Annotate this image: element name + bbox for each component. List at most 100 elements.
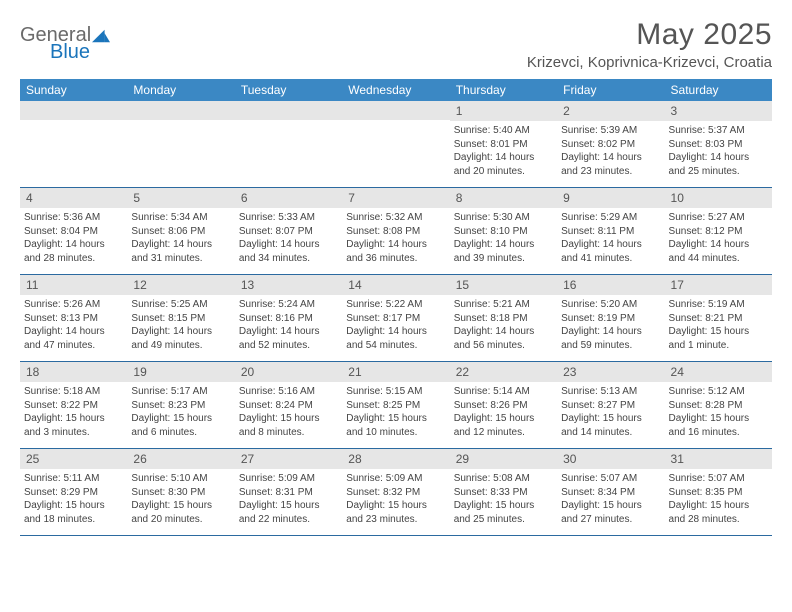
week-row: 25 Sunrise: 5:11 AMSunset: 8:29 PM Dayligh… — [20, 449, 772, 536]
day-number: 9 — [557, 188, 664, 208]
day-number: 3 — [665, 101, 772, 121]
weekday-monday: Monday — [127, 79, 234, 101]
weekday-tuesday: Tuesday — [235, 79, 342, 101]
daylight-line: Daylight: 14 hours and 39 minutes. — [454, 238, 553, 265]
day-cell-14: 14Sunrise: 5:22 AMSunset: 8:17 PMDayligh… — [342, 275, 449, 361]
day-cell-15: 15Sunrise: 5:21 AMSunset: 8:18 PMDayligh… — [450, 275, 557, 361]
sunrise-line: Sunrise: 5:10 AM — [131, 472, 230, 486]
daylight-line: Daylight: 14 hours and 44 minutes. — [669, 238, 768, 265]
day-number: 7 — [342, 188, 449, 208]
sunset-line: Sunset: 8:08 PM — [346, 225, 445, 239]
sunset-line: Sunset: 8:01 PM — [454, 138, 553, 152]
sunset-line: Sunset: 8:19 PM — [561, 312, 660, 326]
sunrise-line: Sunrise: 5:32 AM — [346, 211, 445, 225]
day-cell-12: 12Sunrise: 5:25 AMSunset: 8:15 PMDayligh… — [127, 275, 234, 361]
sunset-line: Sunset: 8:34 PM — [561, 486, 660, 500]
day-cell-empty — [127, 101, 234, 187]
daylight-line: Daylight: 14 hours and 25 minutes. — [669, 151, 768, 178]
sunrise-line: Sunrise: 5:12 AM — [669, 385, 768, 399]
sunset-line: Sunset: 8:27 PM — [561, 399, 660, 413]
day-cell-10: 10Sunrise: 5:27 AMSunset: 8:12 PMDayligh… — [665, 188, 772, 274]
weekday-saturday: Saturday — [665, 79, 772, 101]
sunrise-line: Sunrise: 5:34 AM — [131, 211, 230, 225]
day-cell-24: 24Sunrise: 5:12 AMSunset: 8:28 PMDayligh… — [665, 362, 772, 448]
daylight-line: Daylight: 14 hours and 28 minutes. — [24, 238, 123, 265]
daylight-line: Daylight: 14 hours and 20 minutes. — [454, 151, 553, 178]
day-number: 12 — [127, 275, 234, 295]
day-number: 28 — [342, 449, 449, 469]
sunrise-line: Sunrise: 5:07 AM — [669, 472, 768, 486]
day-cell-empty — [235, 101, 342, 187]
sunset-line: Sunset: 8:31 PM — [239, 486, 338, 500]
day-number: 26 — [127, 449, 234, 469]
daylight-line: Daylight: 15 hours and 27 minutes. — [561, 499, 660, 526]
day-number: 25 — [20, 449, 127, 469]
day-cell-27: 27 Sunrise: 5:09 AMSunset: 8:31 PMDayligh… — [235, 449, 342, 535]
day-number: 10 — [665, 188, 772, 208]
sunrise-line: Sunrise: 5:16 AM — [239, 385, 338, 399]
calendar: SundayMondayTuesdayWednesdayThursdayFrid… — [20, 79, 772, 536]
daylight-line: Daylight: 15 hours and 28 minutes. — [669, 499, 768, 526]
day-cell-8: 8Sunrise: 5:30 AMSunset: 8:10 PMDaylight… — [450, 188, 557, 274]
day-number — [20, 101, 127, 120]
sunrise-line: Sunrise: 5:29 AM — [561, 211, 660, 225]
sunrise-line: Sunrise: 5:11 AM — [24, 472, 123, 486]
day-cell-5: 5Sunrise: 5:34 AMSunset: 8:06 PMDaylight… — [127, 188, 234, 274]
week-row: 1Sunrise: 5:40 AMSunset: 8:01 PMDaylight… — [20, 101, 772, 188]
sunset-line: Sunset: 8:13 PM — [24, 312, 123, 326]
sunrise-line: Sunrise: 5:09 AM — [239, 472, 338, 486]
weekday-header: SundayMondayTuesdayWednesdayThursdayFrid… — [20, 79, 772, 101]
sunset-line: Sunset: 8:03 PM — [669, 138, 768, 152]
day-cell-31: 31Sunrise: 5:07 AMSunset: 8:35 PMDayligh… — [665, 449, 772, 535]
sunset-line: Sunset: 8:17 PM — [346, 312, 445, 326]
day-number: 18 — [20, 362, 127, 382]
day-number — [127, 101, 234, 120]
day-cell-21: 21Sunrise: 5:15 AMSunset: 8:25 PMDayligh… — [342, 362, 449, 448]
day-number: 1 — [450, 101, 557, 121]
sunset-line: Sunset: 8:26 PM — [454, 399, 553, 413]
sunrise-line: Sunrise: 5:40 AM — [454, 124, 553, 138]
sunset-line: Sunset: 8:02 PM — [561, 138, 660, 152]
day-number: 31 — [665, 449, 772, 469]
day-cell-30: 30Sunrise: 5:07 AMSunset: 8:34 PMDayligh… — [557, 449, 664, 535]
day-number: 15 — [450, 275, 557, 295]
title-block: May 2025 Krizevci, Koprivnica-Krizevci, … — [527, 18, 772, 71]
day-cell-4: 4Sunrise: 5:36 AMSunset: 8:04 PMDaylight… — [20, 188, 127, 274]
sunset-line: Sunset: 8:29 PM — [24, 486, 123, 500]
sunset-line: Sunset: 8:06 PM — [131, 225, 230, 239]
daylight-line: Daylight: 14 hours and 49 minutes. — [131, 325, 230, 352]
daylight-line: Daylight: 15 hours and 22 minutes. — [239, 499, 338, 526]
day-number: 4 — [20, 188, 127, 208]
day-cell-6: 6Sunrise: 5:33 AMSunset: 8:07 PMDaylight… — [235, 188, 342, 274]
daylight-line: Daylight: 14 hours and 36 minutes. — [346, 238, 445, 265]
day-number: 27 — [235, 449, 342, 469]
day-number: 14 — [342, 275, 449, 295]
weekday-friday: Friday — [557, 79, 664, 101]
sunrise-line: Sunrise: 5:19 AM — [669, 298, 768, 312]
day-number: 8 — [450, 188, 557, 208]
daylight-line: Daylight: 15 hours and 16 minutes. — [669, 412, 768, 439]
daylight-line: Daylight: 15 hours and 1 minute. — [669, 325, 768, 352]
daylight-line: Daylight: 14 hours and 47 minutes. — [24, 325, 123, 352]
daylight-line: Daylight: 15 hours and 14 minutes. — [561, 412, 660, 439]
daylight-line: Daylight: 15 hours and 20 minutes. — [131, 499, 230, 526]
sunrise-line: Sunrise: 5:39 AM — [561, 124, 660, 138]
day-cell-2: 2Sunrise: 5:39 AMSunset: 8:02 PMDaylight… — [557, 101, 664, 187]
sunset-line: Sunset: 8:12 PM — [669, 225, 768, 239]
day-cell-22: 22Sunrise: 5:14 AMSunset: 8:26 PMDayligh… — [450, 362, 557, 448]
day-number: 6 — [235, 188, 342, 208]
day-cell-28: 28Sunrise: 5:09 AMSunset: 8:32 PMDayligh… — [342, 449, 449, 535]
sunset-line: Sunset: 8:21 PM — [669, 312, 768, 326]
sunrise-line: Sunrise: 5:36 AM — [24, 211, 123, 225]
logo: General Blue — [20, 18, 108, 64]
day-cell-7: 7 Sunrise: 5:32 AMSunset: 8:08 PMDaylight… — [342, 188, 449, 274]
sunrise-line: Sunrise: 5:08 AM — [454, 472, 553, 486]
sunrise-line: Sunrise: 5:25 AM — [131, 298, 230, 312]
day-cell-13: 13Sunrise: 5:24 AMSunset: 8:16 PMDayligh… — [235, 275, 342, 361]
day-number: 29 — [450, 449, 557, 469]
day-cell-empty — [20, 101, 127, 187]
daylight-line: Daylight: 14 hours and 54 minutes. — [346, 325, 445, 352]
daylight-line: Daylight: 14 hours and 52 minutes. — [239, 325, 338, 352]
header: General Blue May 2025 Krizevci, Koprivni… — [20, 18, 772, 71]
daylight-line: Daylight: 14 hours and 59 minutes. — [561, 325, 660, 352]
